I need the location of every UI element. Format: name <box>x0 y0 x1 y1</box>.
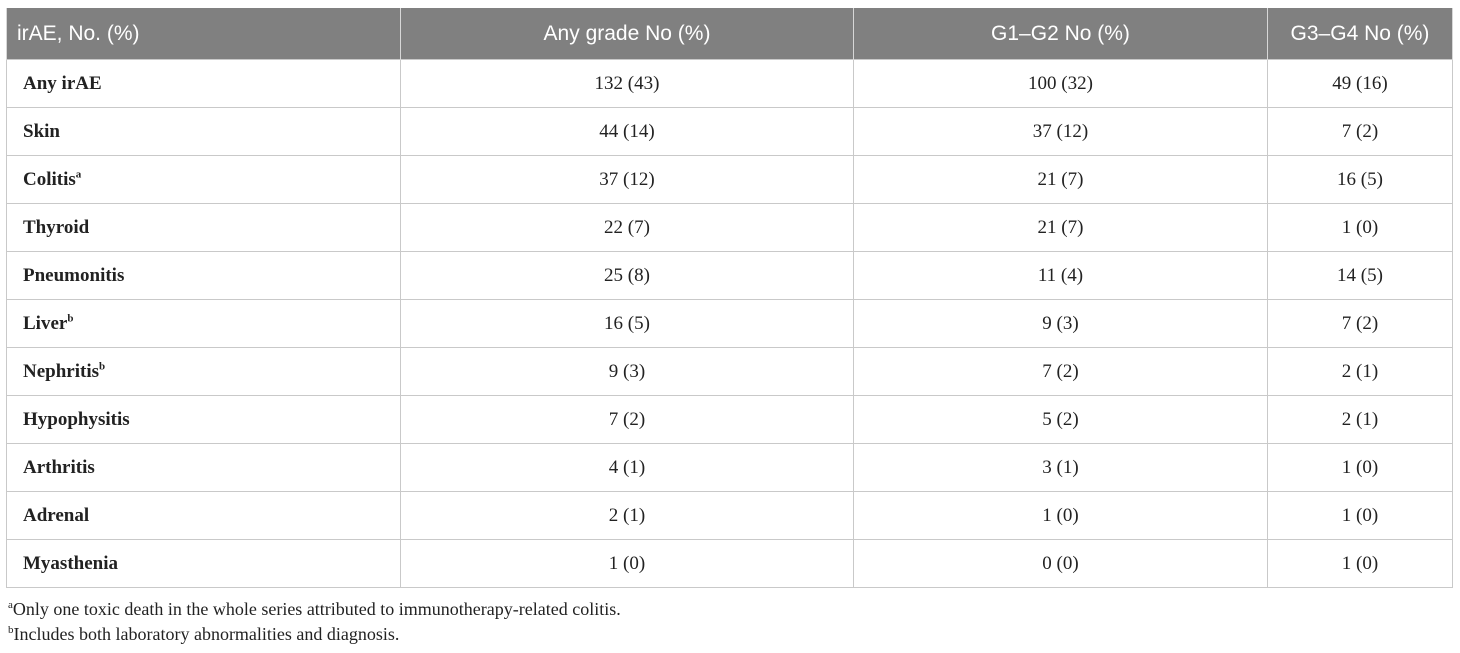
header-g3-g4: G3–G4 No (%) <box>1267 8 1453 60</box>
g1-g2-cell: 7 (2) <box>853 347 1268 396</box>
any-grade-cell: 4 (1) <box>400 443 854 492</box>
g1-g2-cell: 21 (7) <box>853 203 1268 252</box>
any-grade-cell: 16 (5) <box>400 299 854 348</box>
row-label: Arthritis <box>23 456 95 478</box>
g3-g4-cell: 1 (0) <box>1267 203 1453 252</box>
table-row: Colitisa 37 (12) 21 (7) 16 (5) <box>6 155 1453 204</box>
row-label-cell: Skin <box>6 107 401 156</box>
row-label-cell: Adrenal <box>6 491 401 540</box>
footnote-text: Only one toxic death in the whole series… <box>12 599 621 619</box>
g3-g4-cell: 1 (0) <box>1267 491 1453 540</box>
any-grade-cell: 37 (12) <box>400 155 854 204</box>
row-label-cell: Thyroid <box>6 203 401 252</box>
g1-g2-cell: 5 (2) <box>853 395 1268 444</box>
table-header: irAE, No. (%) Any grade No (%) G1–G2 No … <box>6 8 1453 60</box>
footnotes: aOnly one toxic death in the whole serie… <box>8 597 621 647</box>
row-label: Colitis <box>23 168 76 190</box>
any-grade-cell: 7 (2) <box>400 395 854 444</box>
table-row: Myasthenia 1 (0) 0 (0) 1 (0) <box>6 539 1453 588</box>
g3-g4-cell: 1 (0) <box>1267 443 1453 492</box>
irae-table-container: irAE, No. (%) Any grade No (%) G1–G2 No … <box>6 8 1453 588</box>
table-row: Thyroid 22 (7) 21 (7) 1 (0) <box>6 203 1453 252</box>
g3-g4-cell: 49 (16) <box>1267 59 1453 108</box>
table-row: Any irAE 132 (43) 100 (32) 49 (16) <box>6 59 1453 108</box>
g3-g4-cell: 2 (1) <box>1267 347 1453 396</box>
g1-g2-cell: 0 (0) <box>853 539 1268 588</box>
header-row: irAE, No. (%) Any grade No (%) G1–G2 No … <box>6 8 1453 60</box>
g3-g4-cell: 7 (2) <box>1267 107 1453 156</box>
row-label-cell: Nephritisb <box>6 347 401 396</box>
row-label-cell: Any irAE <box>6 59 401 108</box>
header-irae: irAE, No. (%) <box>6 8 401 60</box>
any-grade-cell: 9 (3) <box>400 347 854 396</box>
table-row: Pneumonitis 25 (8) 11 (4) 14 (5) <box>6 251 1453 300</box>
g3-g4-cell: 7 (2) <box>1267 299 1453 348</box>
g1-g2-cell: 100 (32) <box>853 59 1268 108</box>
table-row: Liverb 16 (5) 9 (3) 7 (2) <box>6 299 1453 348</box>
g1-g2-cell: 11 (4) <box>853 251 1268 300</box>
row-label: Adrenal <box>23 504 90 526</box>
any-grade-cell: 44 (14) <box>400 107 854 156</box>
row-label: Pneumonitis <box>23 264 125 286</box>
footnote-marker: b <box>67 312 74 325</box>
table-row: Skin 44 (14) 37 (12) 7 (2) <box>6 107 1453 156</box>
row-label: Hypophysitis <box>23 408 130 430</box>
g1-g2-cell: 1 (0) <box>853 491 1268 540</box>
footnote-marker: a <box>75 168 82 181</box>
g3-g4-cell: 16 (5) <box>1267 155 1453 204</box>
table-row: Arthritis 4 (1) 3 (1) 1 (0) <box>6 443 1453 492</box>
table-body: Any irAE 132 (43) 100 (32) 49 (16) Skin 44 (1… <box>6 59 1453 588</box>
g3-g4-cell: 2 (1) <box>1267 395 1453 444</box>
g1-g2-cell: 37 (12) <box>853 107 1268 156</box>
footnote-mark: a <box>8 599 13 611</box>
irae-table: irAE, No. (%) Any grade No (%) G1–G2 No … <box>6 8 1453 588</box>
any-grade-cell: 1 (0) <box>400 539 854 588</box>
table-row: Nephritisb 9 (3) 7 (2) 2 (1) <box>6 347 1453 396</box>
header-g1-g2: G1–G2 No (%) <box>853 8 1268 60</box>
footnote: bIncludes both laboratory abnormalities … <box>8 622 621 647</box>
row-label-cell: Colitisa <box>6 155 401 204</box>
any-grade-cell: 22 (7) <box>400 203 854 252</box>
table-row: Adrenal 2 (1) 1 (0) 1 (0) <box>6 491 1453 540</box>
row-label: Thyroid <box>23 216 90 238</box>
footnote-marker: b <box>99 360 106 373</box>
any-grade-cell: 2 (1) <box>400 491 854 540</box>
row-label: Skin <box>23 120 60 142</box>
row-label-cell: Myasthenia <box>6 539 401 588</box>
row-label: Liver <box>23 312 68 334</box>
row-label-cell: Arthritis <box>6 443 401 492</box>
g1-g2-cell: 3 (1) <box>853 443 1268 492</box>
g3-g4-cell: 14 (5) <box>1267 251 1453 300</box>
row-label: Myasthenia <box>23 552 118 574</box>
row-label-cell: Liverb <box>6 299 401 348</box>
table-row: Hypophysitis 7 (2) 5 (2) 2 (1) <box>6 395 1453 444</box>
footnote: aOnly one toxic death in the whole serie… <box>8 597 621 622</box>
g3-g4-cell: 1 (0) <box>1267 539 1453 588</box>
footnote-mark: b <box>8 624 14 636</box>
row-label: Any irAE <box>23 72 102 94</box>
g1-g2-cell: 9 (3) <box>853 299 1268 348</box>
any-grade-cell: 132 (43) <box>400 59 854 108</box>
row-label: Nephritis <box>23 360 99 382</box>
row-label-cell: Pneumonitis <box>6 251 401 300</box>
header-any-grade: Any grade No (%) <box>400 8 854 60</box>
row-label-cell: Hypophysitis <box>6 395 401 444</box>
g1-g2-cell: 21 (7) <box>853 155 1268 204</box>
any-grade-cell: 25 (8) <box>400 251 854 300</box>
footnote-text: Includes both laboratory abnormalities a… <box>13 624 400 644</box>
